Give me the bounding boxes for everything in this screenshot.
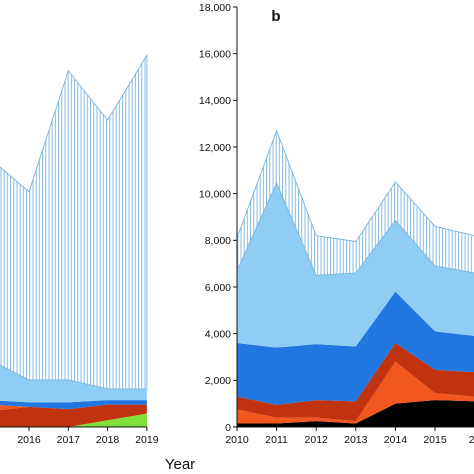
panel-b-y-tick-label: 12,000 bbox=[199, 142, 231, 154]
panel-b-x-tick-label: 2010 bbox=[225, 434, 249, 446]
panel-b-y-tick-label: 16,000 bbox=[199, 48, 231, 60]
panel-a-series-red bbox=[0, 404, 147, 427]
panel-b-y-tick-label: 10,000 bbox=[199, 188, 231, 200]
panel-b-x-tick-label: 2013 bbox=[344, 434, 368, 446]
panel-a: 2016 2017 2018 2019 bbox=[0, 53, 159, 446]
panel-a-series-green bbox=[0, 413, 147, 427]
panel-b-series-orange bbox=[237, 361, 474, 424]
panel-b-x-tick-label: 2012 bbox=[305, 434, 329, 446]
panel-b-series-red bbox=[237, 343, 474, 422]
panel-b-y-tick-label: 18,000 bbox=[199, 2, 231, 14]
panel-b-y-tick-label: 8,000 bbox=[205, 235, 231, 247]
panel-a-series-hatched bbox=[0, 53, 148, 390]
panel-b-x-tick-label: 20 bbox=[469, 434, 474, 446]
panel-label-b: b bbox=[271, 8, 280, 25]
panel-b-series-hatched bbox=[236, 129, 474, 276]
panel-b-x-tick-label: 2011 bbox=[265, 434, 288, 446]
panel-b-series-light_blue bbox=[237, 183, 474, 348]
panel-b-y-tick-label: 6,000 bbox=[205, 282, 231, 294]
panel-b-x-tick-label: 2014 bbox=[384, 434, 408, 446]
panel-b-y-tick-label: 2,000 bbox=[205, 375, 231, 387]
panel-b-y-tick-label: 14,000 bbox=[199, 95, 231, 107]
panel-a-x-tick-label: 2016 bbox=[17, 434, 41, 446]
panel-a-x-tick-label: 2019 bbox=[135, 434, 159, 446]
panel-b-series-black bbox=[237, 400, 474, 427]
panel-b: 0 2,000 4,000 6,000 8,000 10,000 12,000 14,000 1… bbox=[199, 2, 474, 446]
panel-b-y-tick-label: 0 bbox=[225, 422, 231, 434]
panel-a-series-light_blue bbox=[0, 365, 147, 403]
panel-a-x-tick-label: 2017 bbox=[57, 434, 81, 446]
panel-b-series-blue bbox=[237, 291, 474, 405]
panel-b-x-tick-label: 2015 bbox=[423, 434, 447, 446]
panel-b-y-tick-label: 4,000 bbox=[205, 328, 231, 340]
panel-a-x-tick-label: 2018 bbox=[96, 434, 120, 446]
x-axis-label: Year bbox=[165, 456, 195, 473]
